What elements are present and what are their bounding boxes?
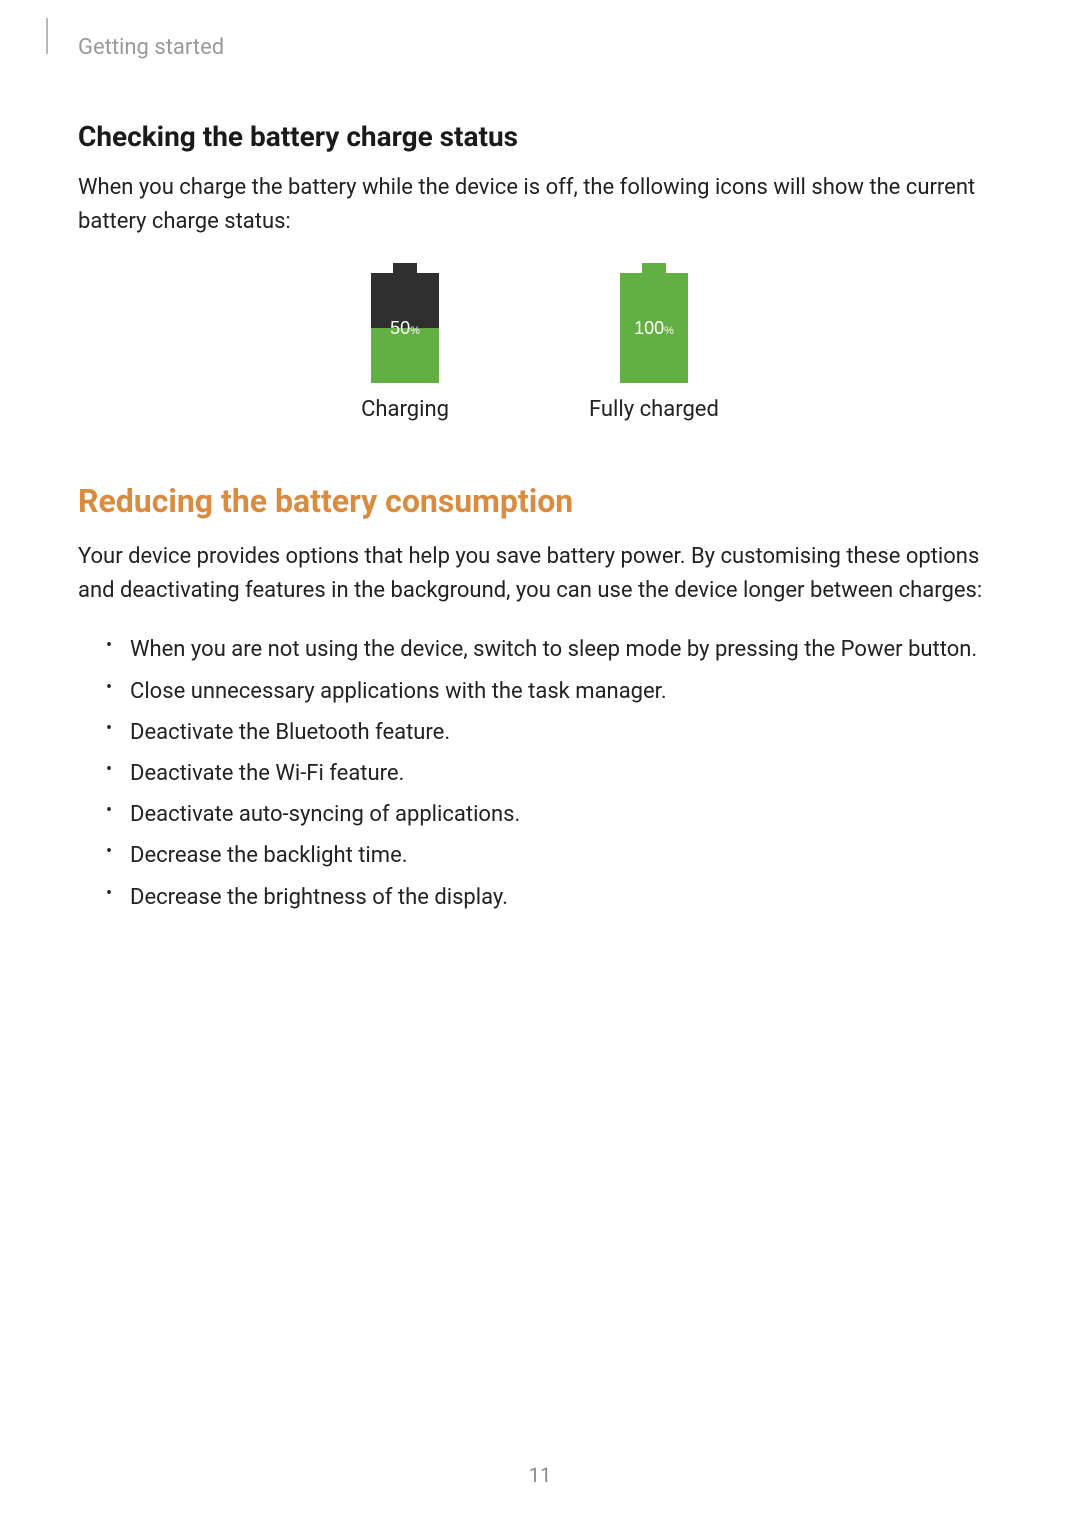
tips-list-item: Deactivate the Wi-Fi feature. <box>106 756 1002 791</box>
battery-icons-row: 50% Charging 100% Fully charged <box>78 263 1002 422</box>
tips-list: When you are not using the device, switc… <box>106 632 1002 914</box>
battery-full-icon: 100% <box>620 263 688 383</box>
battery-charging-icon: 50% <box>371 263 439 383</box>
page-content: Getting started Checking the battery cha… <box>0 0 1080 915</box>
section1-heading: Checking the battery charge status <box>78 120 1002 153</box>
battery-full-block: 100% Fully charged <box>589 263 719 422</box>
section2-paragraph: Your device provides options that help y… <box>78 540 1002 608</box>
tips-list-item: Deactivate auto-syncing of applications. <box>106 797 1002 832</box>
tips-list-item: Close unnecessary applications with the … <box>106 674 1002 709</box>
tips-list-item: When you are not using the device, switc… <box>106 632 1002 667</box>
section2-heading: Reducing the battery consumption <box>78 482 1002 520</box>
battery-full-label: Fully charged <box>589 397 719 422</box>
tips-list-item: Decrease the backlight time. <box>106 838 1002 873</box>
page-number: 11 <box>0 1463 1080 1487</box>
battery-charging-block: 50% Charging <box>361 263 449 422</box>
tips-list-item: Decrease the brightness of the display. <box>106 880 1002 915</box>
breadcrumb: Getting started <box>78 35 1002 60</box>
battery-charging-label: Charging <box>361 397 449 422</box>
tips-list-item: Deactivate the Bluetooth feature. <box>106 715 1002 750</box>
section1-paragraph: When you charge the battery while the de… <box>78 171 1002 239</box>
